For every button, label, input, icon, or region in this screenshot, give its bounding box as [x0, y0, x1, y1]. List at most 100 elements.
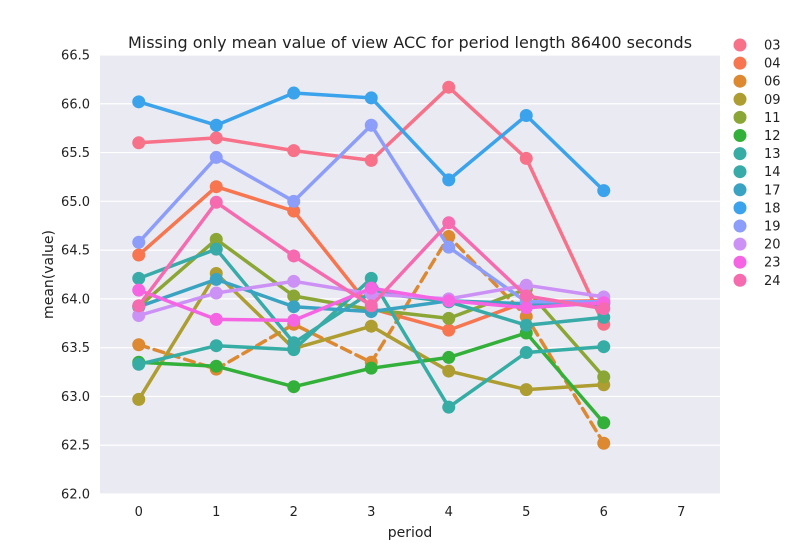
- legend-label: 20: [764, 238, 781, 253]
- x-tick-label: 4: [445, 505, 453, 520]
- data-point: [209, 131, 223, 145]
- data-point: [442, 311, 456, 325]
- legend-marker: [733, 165, 747, 179]
- x-tick-label: 2: [290, 505, 298, 520]
- y-tick-label: 66.5: [61, 49, 90, 64]
- data-point: [132, 283, 146, 297]
- x-tick-label: 3: [367, 505, 375, 520]
- data-point: [209, 339, 223, 353]
- data-point: [442, 364, 456, 378]
- data-point: [364, 271, 378, 285]
- legend: 03 04 06 09 11 12 13 14 17 18 19 20 23 24: [733, 38, 781, 289]
- legend-item-24: 24: [733, 273, 781, 289]
- legend-item-03: 03: [733, 38, 781, 54]
- data-point: [597, 340, 611, 354]
- data-point: [364, 153, 378, 167]
- legend-marker: [733, 183, 747, 197]
- data-point: [364, 281, 378, 295]
- legend-label: 24: [764, 274, 781, 289]
- y-tick-label: 65.0: [61, 195, 90, 210]
- y-tick-label: 66.0: [61, 97, 90, 112]
- legend-item-18: 18: [733, 201, 781, 216]
- x-tick-label: 6: [600, 505, 608, 520]
- legend-marker: [733, 147, 747, 161]
- legend-label: 17: [764, 183, 781, 198]
- data-point: [132, 248, 146, 262]
- y-axis-ticks: 62.0 62.5 63.0 63.5 64.0 64.5 65.0 65.5 66.0 66.5: [61, 49, 90, 503]
- chart-title: Missing only mean value of view ACC for …: [128, 33, 692, 52]
- legend-item-19: 19: [733, 219, 781, 235]
- data-point: [132, 235, 146, 249]
- data-point: [442, 216, 456, 230]
- data-point: [519, 108, 533, 122]
- data-point: [364, 118, 378, 132]
- legend-item-04: 04: [733, 56, 781, 72]
- y-tick-label: 63.0: [61, 390, 90, 405]
- series-group: [132, 80, 611, 450]
- data-point: [132, 392, 146, 406]
- data-point: [597, 370, 611, 384]
- data-point: [132, 299, 146, 313]
- legend-marker: [733, 110, 747, 124]
- data-point: [287, 274, 301, 288]
- x-axis-ticks: 0 1 2 3 4 5 6 7: [135, 505, 686, 520]
- data-point: [287, 313, 301, 327]
- legend-label: 09: [764, 93, 781, 108]
- data-point: [519, 278, 533, 292]
- legend-marker: [733, 201, 747, 215]
- y-tick-label: 64.0: [61, 292, 90, 307]
- data-point: [287, 144, 301, 158]
- legend-item-11: 11: [733, 110, 781, 126]
- data-point: [132, 271, 146, 285]
- data-point: [519, 318, 533, 332]
- legend-label: 11: [764, 111, 781, 126]
- legend-label: 12: [764, 129, 781, 144]
- legend-marker: [733, 219, 747, 233]
- data-point: [519, 301, 533, 315]
- data-point: [597, 436, 611, 450]
- data-point: [442, 350, 456, 364]
- y-tick-label: 62.5: [61, 439, 90, 454]
- x-tick-label: 1: [212, 505, 220, 520]
- legend-item-12: 12: [733, 129, 781, 144]
- data-point: [209, 118, 223, 132]
- legend-item-09: 09: [733, 92, 781, 108]
- data-point: [209, 195, 223, 209]
- data-point: [287, 300, 301, 314]
- legend-label: 06: [764, 75, 781, 90]
- legend-label: 18: [764, 201, 781, 216]
- data-point: [597, 416, 611, 430]
- data-point: [442, 80, 456, 94]
- legend-label: 13: [764, 147, 781, 162]
- x-tick-label: 7: [677, 505, 685, 520]
- data-point: [209, 242, 223, 256]
- data-point: [132, 357, 146, 371]
- legend-marker: [733, 74, 747, 88]
- data-point: [132, 95, 146, 109]
- data-point: [209, 312, 223, 326]
- data-point: [364, 319, 378, 333]
- legend-label: 23: [764, 256, 781, 271]
- y-axis-label: mean(value): [41, 230, 57, 319]
- legend-marker: [733, 129, 747, 142]
- data-point: [519, 383, 533, 397]
- data-point: [209, 272, 223, 286]
- data-point: [287, 86, 301, 100]
- data-point: [209, 232, 223, 246]
- legend-item-14: 14: [733, 165, 781, 180]
- data-point: [209, 150, 223, 164]
- data-point: [442, 240, 456, 254]
- data-point: [287, 289, 301, 303]
- data-point: [132, 308, 146, 322]
- data-point: [519, 151, 533, 165]
- legend-marker: [733, 255, 747, 269]
- data-point: [442, 173, 456, 187]
- data-point: [287, 249, 301, 263]
- data-point: [209, 359, 223, 373]
- data-point: [364, 91, 378, 105]
- data-point: [364, 361, 378, 375]
- legend-item-23: 23: [733, 255, 781, 271]
- data-point: [287, 380, 301, 394]
- data-point: [519, 289, 533, 303]
